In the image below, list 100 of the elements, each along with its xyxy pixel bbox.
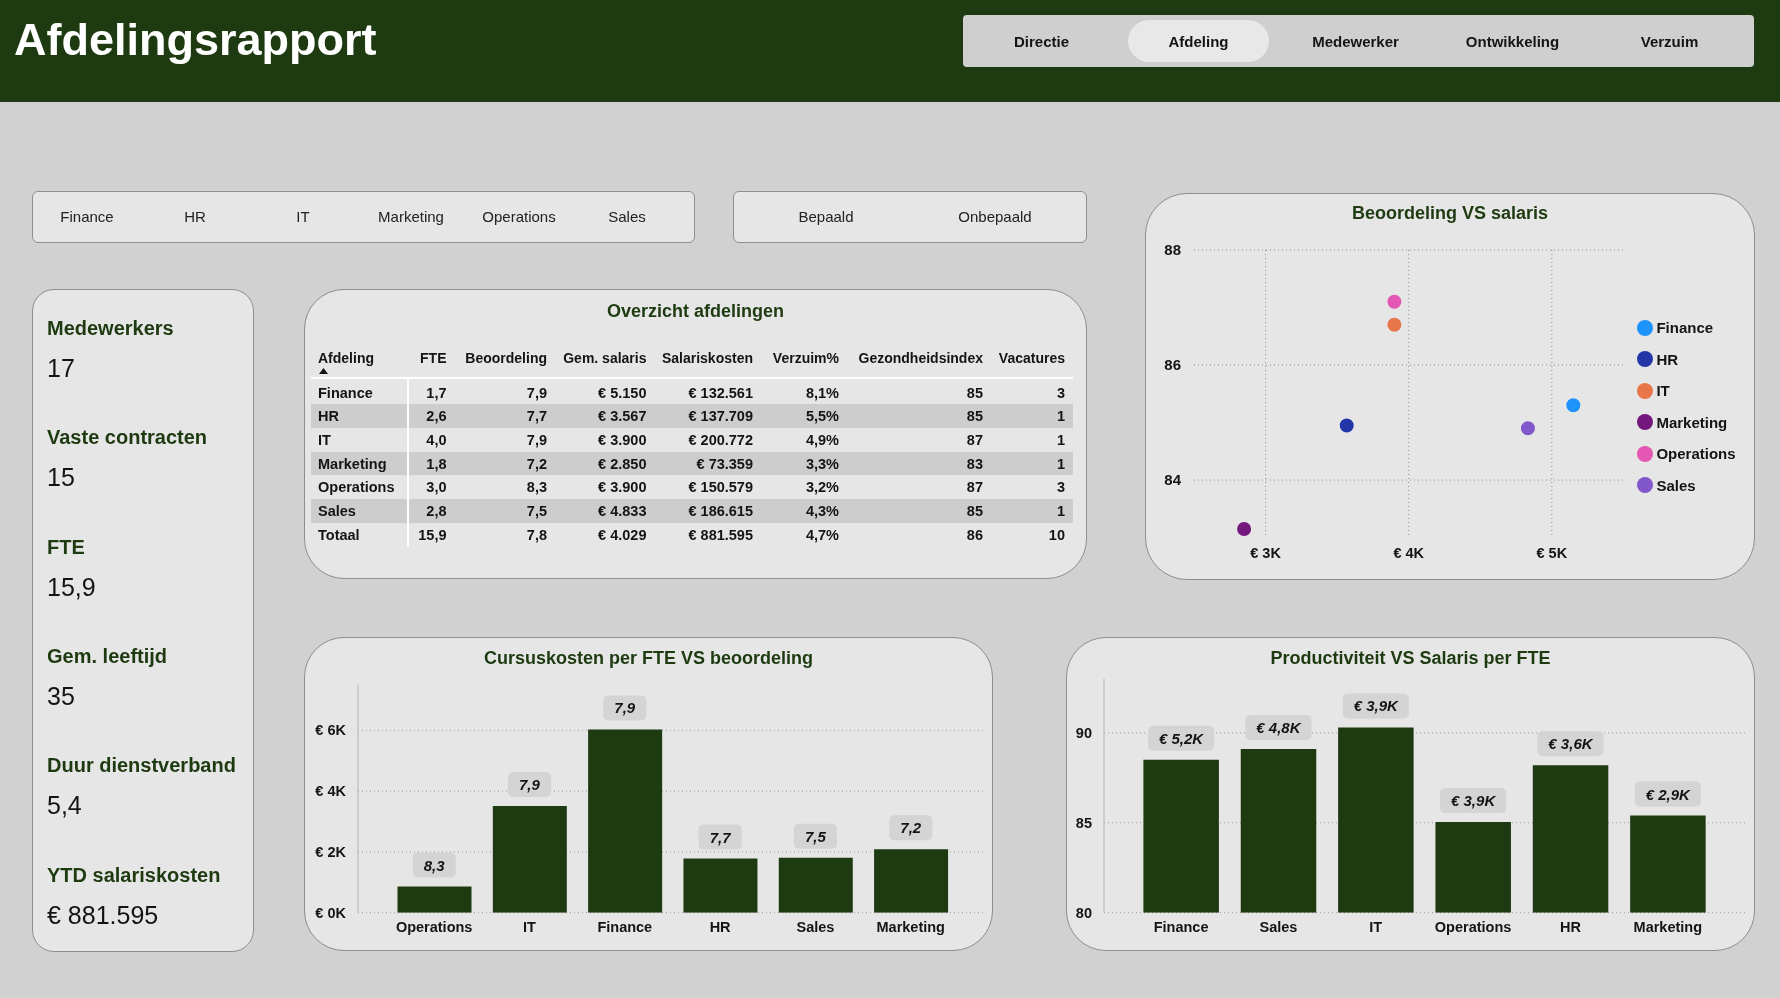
x-tick-label: Finance xyxy=(597,918,653,935)
point xyxy=(1387,317,1402,332)
bar xyxy=(778,857,853,913)
text: 7,5 xyxy=(526,503,547,519)
y-tick-label: € 4K xyxy=(315,783,347,800)
bar xyxy=(683,858,758,913)
text: € 4.029 xyxy=(598,526,647,543)
y-tick-label: 88 xyxy=(1164,241,1181,259)
category-label: Beoordeling xyxy=(465,348,547,368)
category-label: HR xyxy=(184,208,206,225)
y-tick-label: € 6K xyxy=(315,722,347,739)
text: 86 xyxy=(966,526,983,543)
category-label: Vacatures xyxy=(998,348,1065,368)
category-label: Gem. salaris xyxy=(563,348,647,368)
category-label: Onbepaald xyxy=(958,208,1032,225)
category-label: FTE xyxy=(420,348,447,368)
text: 7,7 xyxy=(526,408,547,425)
category-label: Vaste contracten xyxy=(47,425,208,450)
text: 4,3% xyxy=(805,503,839,519)
x-tick-label: Operations xyxy=(1434,918,1512,935)
point xyxy=(1387,294,1402,309)
text: 1 xyxy=(1056,408,1065,425)
text: € 5.150 xyxy=(598,384,647,401)
y-tick-label: 80 xyxy=(1075,904,1092,921)
text: 83 xyxy=(966,455,983,472)
x-tick-label: € 4K xyxy=(1393,544,1425,561)
text: 1 xyxy=(1056,431,1065,448)
text: 3 xyxy=(1056,384,1065,401)
category-label: Marketing xyxy=(378,208,444,225)
selected-tab[interactable]: Afdeling xyxy=(1128,20,1269,62)
point xyxy=(1237,521,1252,536)
text: € 132.561 xyxy=(688,384,753,401)
x-tick-label: Sales xyxy=(1259,918,1298,935)
annotation: € 4,8K xyxy=(1256,719,1302,737)
text: 1,8 xyxy=(426,455,447,472)
x-tick-label: Marketing xyxy=(1633,918,1703,935)
text: 4,7% xyxy=(805,526,839,543)
legend-label: Finance xyxy=(1656,319,1714,336)
y-tick-label: € 0K xyxy=(315,904,347,921)
text: 85 xyxy=(966,503,983,519)
text: € 881.595 xyxy=(47,900,159,929)
text: 85 xyxy=(966,408,983,425)
annotation: € 3,6K xyxy=(1548,735,1594,753)
filter-bar[interactable]: Bepaald Onbepaald xyxy=(733,191,1087,243)
x-tick-label: HR xyxy=(1560,918,1582,935)
text: 7,9 xyxy=(526,384,547,401)
category-label: HR xyxy=(318,408,339,425)
text: € 186.615 xyxy=(688,503,753,519)
bar xyxy=(874,849,949,913)
category-label: IT xyxy=(318,431,331,448)
text: 87 xyxy=(966,479,983,496)
text: 1 xyxy=(1056,455,1065,472)
chart-title: Beoordeling VS salaris xyxy=(1351,202,1549,223)
text: Afdeling xyxy=(318,348,374,368)
chart-title: Productiviteit VS Salaris per FTE xyxy=(1270,648,1551,668)
chart-title: Cursuskosten per FTE VS beoordeling xyxy=(483,648,814,668)
annotation: 7,7 xyxy=(709,828,732,846)
text: € 4.833 xyxy=(598,503,647,519)
category-label: Ontwikkeling xyxy=(1465,32,1560,50)
annotation: 7,2 xyxy=(900,819,922,837)
text: € 3.900 xyxy=(598,431,647,448)
text: 35 xyxy=(47,681,75,710)
x-tick-label: Finance xyxy=(1153,918,1209,935)
text: 15,9 xyxy=(47,572,96,601)
category-label: YTD salariskosten xyxy=(47,862,221,887)
text: 7,9 xyxy=(526,431,547,448)
y-tick-label: 90 xyxy=(1075,725,1092,741)
category-label: Sales xyxy=(318,503,356,519)
legend-label: IT xyxy=(1656,382,1670,399)
bar xyxy=(492,806,567,913)
annotation: 8,3 xyxy=(423,856,446,874)
x-tick-label: Operations xyxy=(395,918,473,935)
text: 15,9 xyxy=(418,526,447,543)
x-tick-label: € 3K xyxy=(1250,544,1282,561)
x-tick-label: Marketing xyxy=(876,918,945,935)
text: 1 xyxy=(1056,503,1065,519)
category-label: FTE xyxy=(47,534,85,559)
text: € 137.709 xyxy=(688,408,753,425)
text: 10 xyxy=(1048,526,1065,543)
bar xyxy=(397,886,472,913)
text: 8,3 xyxy=(526,479,547,496)
text: 15 xyxy=(47,463,75,492)
category-label: Medewerker xyxy=(1312,32,1399,50)
annotation: 7,5 xyxy=(805,827,827,845)
y-tick-label: 86 xyxy=(1164,356,1181,374)
x-tick-label: € 5K xyxy=(1536,544,1568,561)
text: € 3.567 xyxy=(598,408,647,425)
text: 4,9% xyxy=(805,431,839,448)
annotation: € 2,9K xyxy=(1645,785,1692,803)
annotation: € 5,2K xyxy=(1158,729,1205,747)
point xyxy=(1339,418,1354,433)
text: € 73.359 xyxy=(696,455,753,472)
text: 5,4 xyxy=(47,791,82,820)
filter-bar[interactable]: Finance HR IT Marketing Operations Sales xyxy=(32,191,695,243)
category-label: Gezondheidsindex xyxy=(858,348,983,368)
text: 7,2 xyxy=(526,455,547,472)
tab-bar[interactable]: Directie Afdeling Medewerker Ontwikkeling Verzuim xyxy=(963,15,1754,67)
category-label: Finance xyxy=(318,384,373,401)
text: 85 xyxy=(966,384,983,401)
point xyxy=(1520,421,1535,436)
